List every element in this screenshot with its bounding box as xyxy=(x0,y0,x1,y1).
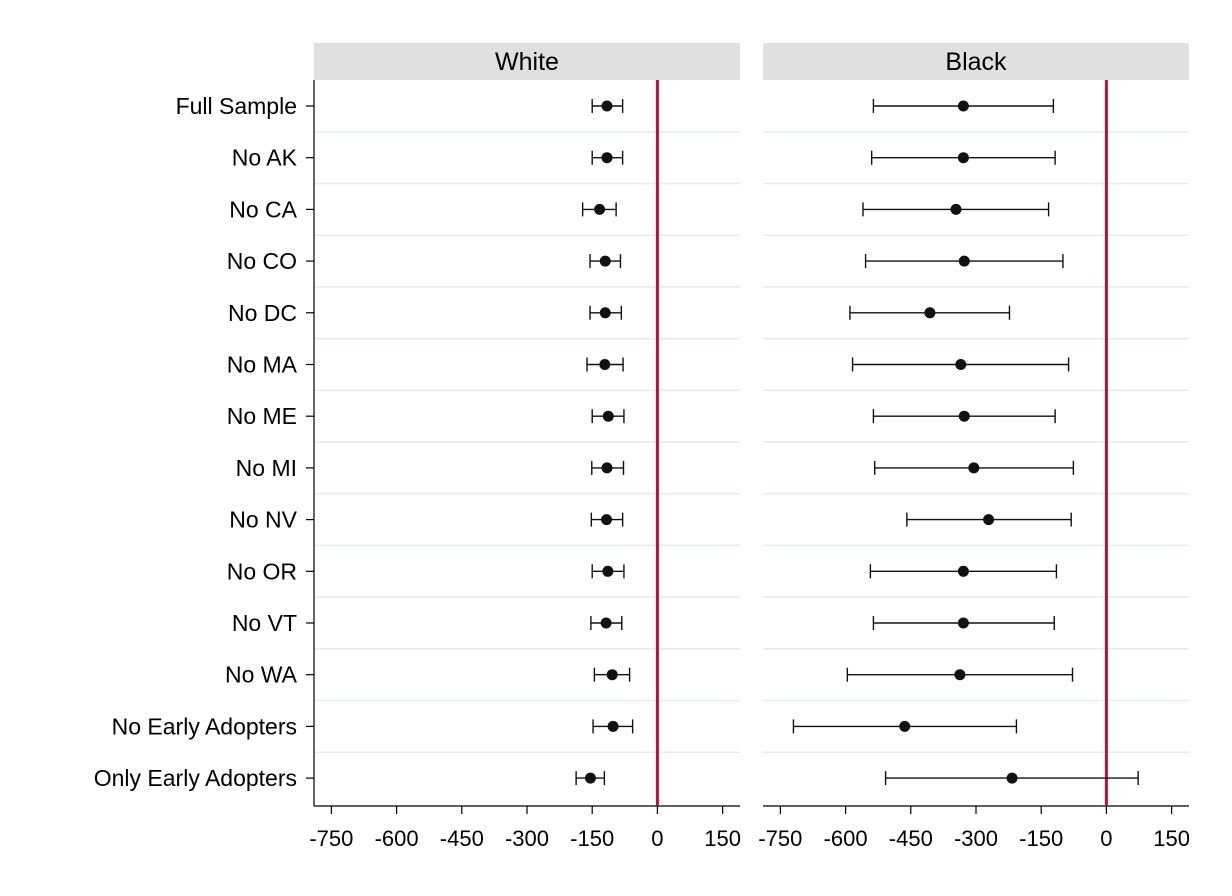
x-tick-label: 0 xyxy=(651,826,663,851)
category-label: No NV xyxy=(229,507,297,533)
x-tick-label: -600 xyxy=(375,826,419,851)
category-label: No MI xyxy=(236,455,297,481)
category-label: No OR xyxy=(227,558,297,584)
panel-title: Black xyxy=(945,48,1007,76)
point-estimate xyxy=(950,203,962,215)
category-label: No ME xyxy=(227,403,297,429)
point-estimate xyxy=(957,152,969,164)
point-estimate xyxy=(602,410,614,422)
axes xyxy=(306,80,1189,807)
point-estimate xyxy=(601,152,613,164)
panel-title: White xyxy=(495,48,559,76)
category-label: No AK xyxy=(232,145,298,171)
panel-header xyxy=(314,43,740,80)
x-tick-label: -750 xyxy=(309,826,353,851)
point-estimate xyxy=(957,617,969,629)
point-estimate xyxy=(957,100,969,112)
x-tick-label: 150 xyxy=(704,826,741,851)
point-estimate xyxy=(599,307,611,319)
point-estimate xyxy=(601,100,613,112)
point-estimate xyxy=(957,565,969,577)
category-label: No VT xyxy=(232,610,297,636)
point-estimate xyxy=(958,255,970,267)
x-tick-label: -450 xyxy=(440,826,484,851)
x-tick-label: -750 xyxy=(758,826,802,851)
category-labels: Full Sample No AK No CA No CO No DC No MA No M… xyxy=(94,93,298,791)
x-tick-label: 0 xyxy=(1100,826,1112,851)
x-tick-label: 150 xyxy=(1153,826,1190,851)
point-estimate xyxy=(954,669,966,681)
category-label: Only Early Adopters xyxy=(94,765,297,791)
point-estimate xyxy=(599,359,611,370)
category-label: No Early Adopters xyxy=(112,713,297,739)
point-estimate xyxy=(983,514,995,526)
point-estimate xyxy=(602,565,614,577)
point-estimate xyxy=(899,720,911,732)
x-axis-ticks: -750 -600 -450 -300 -150 0 150 -750 -600 -450 -300… xyxy=(309,806,1190,851)
category-label: No CA xyxy=(229,196,297,222)
point-estimate xyxy=(594,203,606,215)
point-estimate xyxy=(1006,772,1018,784)
point-estimate xyxy=(584,772,596,784)
grid-lines xyxy=(314,131,1189,754)
point-estimate xyxy=(955,359,967,370)
x-tick-label: -150 xyxy=(1019,826,1063,851)
point-estimate xyxy=(924,307,936,319)
x-tick-label: -300 xyxy=(505,826,549,851)
category-label: No DC xyxy=(228,300,297,326)
category-label: No MA xyxy=(227,352,298,378)
x-tick-label: -450 xyxy=(889,826,933,851)
point-estimate xyxy=(607,720,619,732)
point-estimate xyxy=(600,617,612,629)
category-label: Full Sample xyxy=(176,93,297,119)
panel-header xyxy=(763,43,1189,80)
point-estimate xyxy=(601,514,613,526)
x-tick-label: -150 xyxy=(570,826,614,851)
point-estimate xyxy=(958,410,970,422)
point-estimate xyxy=(606,669,618,681)
point-estimate xyxy=(601,462,613,474)
panel-headers: White Black xyxy=(314,43,1189,80)
point-estimate xyxy=(968,462,980,474)
x-tick-label: -300 xyxy=(954,826,998,851)
x-tick-label: -600 xyxy=(824,826,868,851)
estimates xyxy=(575,80,1139,806)
category-label: No CO xyxy=(227,248,297,274)
point-estimate xyxy=(599,255,611,267)
category-label: No WA xyxy=(225,662,298,688)
